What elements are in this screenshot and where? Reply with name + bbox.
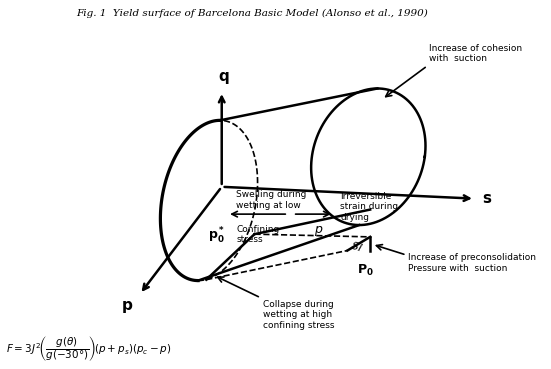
Text: Fig. 1  Yield surface of Barcelona Basic Model (Alonso et al., 1990): Fig. 1 Yield surface of Barcelona Basic … bbox=[76, 9, 428, 18]
Text: $F = 3J^2\!\left(\dfrac{g(\theta)}{g(-30°)}\right)\!(p+p_s)(p_c - p)$: $F = 3J^2\!\left(\dfrac{g(\theta)}{g(-30… bbox=[6, 334, 171, 363]
Text: $\mathbf{P_0}$: $\mathbf{P_0}$ bbox=[357, 263, 374, 278]
Text: s: s bbox=[482, 191, 491, 206]
Text: p: p bbox=[122, 298, 132, 313]
Text: Swelling during
wetting at low: Swelling during wetting at low bbox=[236, 190, 307, 210]
Text: q: q bbox=[218, 69, 229, 84]
Text: Increase of preconsolidation
Pressure with  suction: Increase of preconsolidation Pressure wi… bbox=[408, 253, 536, 273]
Text: $\mathbf{p_0^*}$: $\mathbf{p_0^*}$ bbox=[208, 226, 225, 246]
Text: Confining
stress: Confining stress bbox=[236, 225, 279, 244]
Text: $p$: $p$ bbox=[314, 224, 323, 238]
Text: Irreversible
strain during
drying: Irreversible strain during drying bbox=[340, 192, 398, 222]
Text: Increase of cohesion
with  suction: Increase of cohesion with suction bbox=[429, 44, 522, 63]
Text: Collapse during
wetting at high
confining stress: Collapse during wetting at high confinin… bbox=[263, 300, 334, 330]
Text: $SI$: $SI$ bbox=[349, 238, 364, 254]
